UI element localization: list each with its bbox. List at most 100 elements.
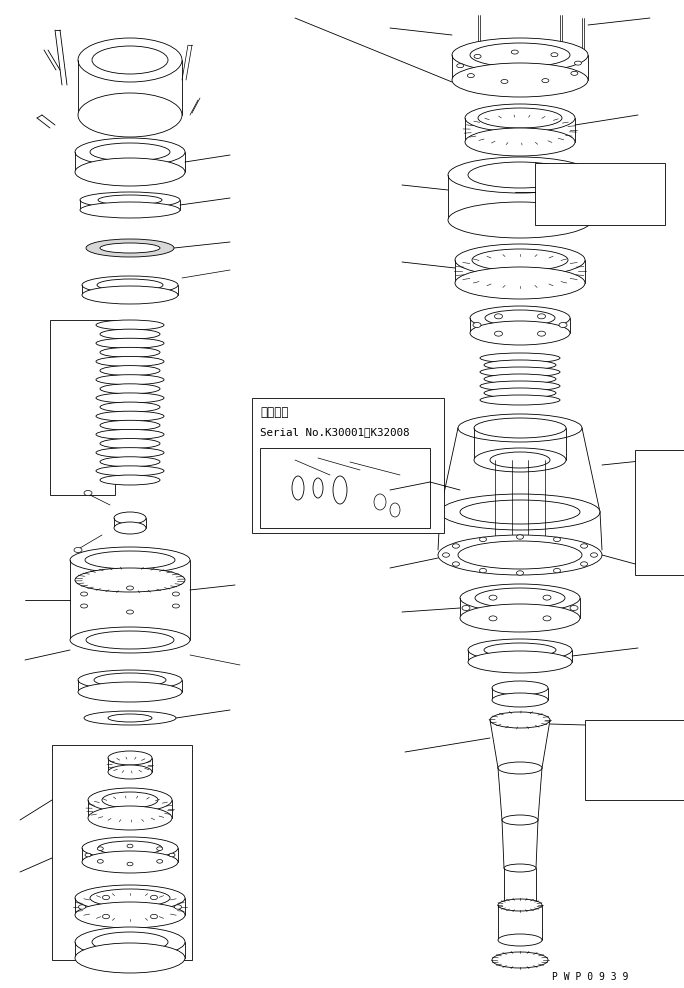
Ellipse shape [498, 934, 542, 946]
Ellipse shape [474, 54, 481, 58]
Ellipse shape [150, 895, 157, 900]
Ellipse shape [438, 535, 602, 575]
Ellipse shape [96, 430, 164, 440]
Ellipse shape [75, 158, 185, 186]
Ellipse shape [480, 381, 560, 391]
Ellipse shape [100, 329, 160, 339]
Ellipse shape [468, 639, 572, 661]
Ellipse shape [551, 52, 558, 56]
Ellipse shape [78, 682, 182, 702]
Ellipse shape [489, 616, 497, 620]
Ellipse shape [98, 195, 162, 205]
Ellipse shape [70, 547, 190, 573]
Ellipse shape [79, 905, 86, 909]
Ellipse shape [511, 50, 518, 54]
Ellipse shape [501, 79, 508, 84]
Ellipse shape [75, 927, 185, 957]
Ellipse shape [570, 606, 578, 611]
Ellipse shape [468, 651, 572, 673]
Ellipse shape [457, 63, 464, 68]
Ellipse shape [100, 475, 160, 485]
Ellipse shape [455, 267, 585, 299]
Ellipse shape [100, 439, 160, 449]
Ellipse shape [75, 902, 185, 928]
Ellipse shape [103, 914, 109, 919]
Ellipse shape [90, 143, 170, 161]
Text: Serial No.K30001～K32008: Serial No.K30001～K32008 [260, 427, 410, 437]
Ellipse shape [465, 128, 575, 156]
Ellipse shape [474, 418, 566, 438]
Ellipse shape [100, 383, 160, 394]
Text: 適用号機: 適用号機 [260, 405, 289, 419]
Ellipse shape [374, 494, 386, 510]
Ellipse shape [82, 851, 178, 873]
Ellipse shape [100, 420, 160, 431]
Ellipse shape [465, 104, 575, 132]
Ellipse shape [97, 860, 103, 864]
Ellipse shape [82, 286, 178, 304]
Ellipse shape [538, 331, 546, 336]
Ellipse shape [470, 306, 570, 330]
Ellipse shape [75, 885, 185, 911]
Ellipse shape [460, 500, 580, 524]
Ellipse shape [498, 899, 542, 911]
Bar [50, 320, 115, 495]
Ellipse shape [96, 320, 164, 330]
Ellipse shape [479, 568, 486, 573]
Ellipse shape [80, 202, 180, 218]
Ellipse shape [458, 541, 582, 569]
Ellipse shape [460, 604, 580, 632]
Ellipse shape [150, 914, 157, 919]
Ellipse shape [86, 239, 174, 257]
Ellipse shape [452, 543, 460, 548]
Ellipse shape [78, 670, 182, 690]
Ellipse shape [102, 792, 158, 808]
Ellipse shape [490, 712, 550, 728]
Ellipse shape [452, 63, 588, 97]
Ellipse shape [484, 643, 556, 657]
Ellipse shape [462, 606, 470, 611]
Ellipse shape [516, 535, 523, 539]
Ellipse shape [88, 788, 172, 812]
Ellipse shape [100, 366, 160, 375]
Ellipse shape [96, 338, 164, 348]
Ellipse shape [455, 244, 585, 276]
Ellipse shape [108, 765, 152, 779]
Ellipse shape [174, 905, 181, 909]
Ellipse shape [502, 815, 538, 825]
Bar [260, 448, 430, 528]
Ellipse shape [495, 314, 503, 319]
Ellipse shape [92, 932, 168, 952]
Ellipse shape [100, 402, 160, 412]
Ellipse shape [581, 543, 588, 548]
Ellipse shape [571, 71, 578, 75]
Ellipse shape [96, 357, 164, 367]
Ellipse shape [81, 592, 88, 596]
Ellipse shape [90, 889, 170, 907]
Ellipse shape [553, 537, 560, 541]
Ellipse shape [78, 93, 182, 137]
Ellipse shape [100, 348, 160, 358]
Ellipse shape [80, 192, 180, 208]
Ellipse shape [78, 38, 182, 82]
Ellipse shape [516, 571, 523, 575]
Ellipse shape [390, 503, 400, 517]
Ellipse shape [103, 895, 109, 900]
Bar [52, 745, 192, 960]
Ellipse shape [474, 448, 566, 472]
Ellipse shape [333, 476, 347, 504]
Ellipse shape [575, 61, 581, 65]
Text: P W P 0 9 3 9: P W P 0 9 3 9 [552, 972, 628, 982]
Ellipse shape [484, 374, 556, 384]
Ellipse shape [157, 847, 163, 851]
Bar [585, 720, 684, 800]
Ellipse shape [543, 616, 551, 620]
Bar [252, 398, 444, 533]
Ellipse shape [489, 595, 497, 600]
Ellipse shape [98, 841, 162, 855]
Ellipse shape [492, 681, 548, 695]
Ellipse shape [495, 331, 503, 336]
Ellipse shape [96, 411, 164, 421]
Ellipse shape [114, 522, 146, 534]
Ellipse shape [490, 452, 550, 468]
